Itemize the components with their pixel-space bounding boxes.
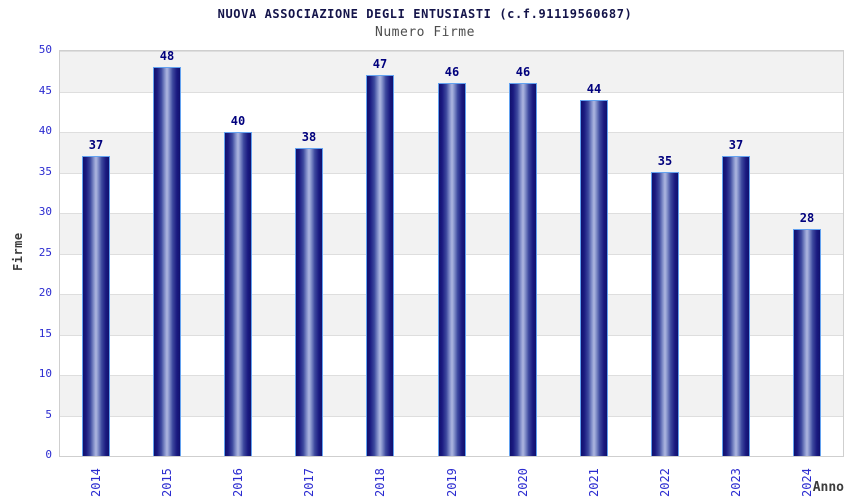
plot-area: 37 48 40 38 47 46 46 44 35 37 28 [59,49,844,457]
y-tick-label: 5 [45,407,52,421]
bar-2018 [366,75,394,456]
x-tick-label: 2017 [302,468,316,497]
bar-value-label: 46 [515,65,531,79]
y-tick-label: 15 [38,326,52,340]
y-tick-label: 30 [38,205,52,218]
x-tick-label: 2023 [729,468,743,497]
x-tick-label: 2015 [160,468,174,497]
bar-value-label: 28 [799,211,815,225]
bar-value-label: 48 [159,49,175,63]
bar-value-label: 47 [372,57,388,71]
bar-value-label: 38 [301,130,317,144]
bar-value-label: 40 [230,114,246,128]
y-tick-label: 20 [38,286,52,299]
y-tick-label: 45 [38,83,52,97]
x-axis-title: Anno [812,480,844,495]
bar-value-label: 37 [728,138,744,152]
bar-value-label: 44 [586,82,602,96]
bar-value-label: 46 [444,65,460,79]
bar-2023 [722,156,750,456]
y-tick-label: 0 [45,448,52,461]
y-tick-label: 10 [38,367,52,380]
bar-2022 [651,172,679,456]
x-tick-label: 2020 [516,468,530,497]
bar-2014 [82,156,110,456]
x-tick-label: 2022 [658,468,672,497]
x-tick-label: 2024 [800,468,814,497]
bar-2020 [509,83,537,456]
bar-2017 [295,148,323,456]
x-tick-label: 2016 [231,468,245,497]
x-tick-label: 2014 [89,468,103,497]
y-tick-label: 35 [38,164,52,178]
bar-value-label: 35 [657,154,673,168]
y-tick-label: 25 [38,245,52,259]
x-tick-label: 2019 [445,468,459,497]
bar-2024 [793,229,821,456]
chart-title: NUOVA ASSOCIAZIONE DEGLI ENTUSIASTI (c.f… [217,7,633,21]
bar-value-label: 37 [88,138,104,152]
x-tick-label: 2021 [587,468,601,497]
y-tick-label: 40 [38,124,52,137]
chart-subtitle: Numero Firme [375,25,475,40]
y-tick-label: 50 [38,43,52,56]
bar-2016 [224,132,252,456]
bar-2015 [153,67,181,456]
bar-2019 [438,83,466,456]
x-tick-label: 2018 [373,468,387,497]
bar-2021 [580,100,608,456]
